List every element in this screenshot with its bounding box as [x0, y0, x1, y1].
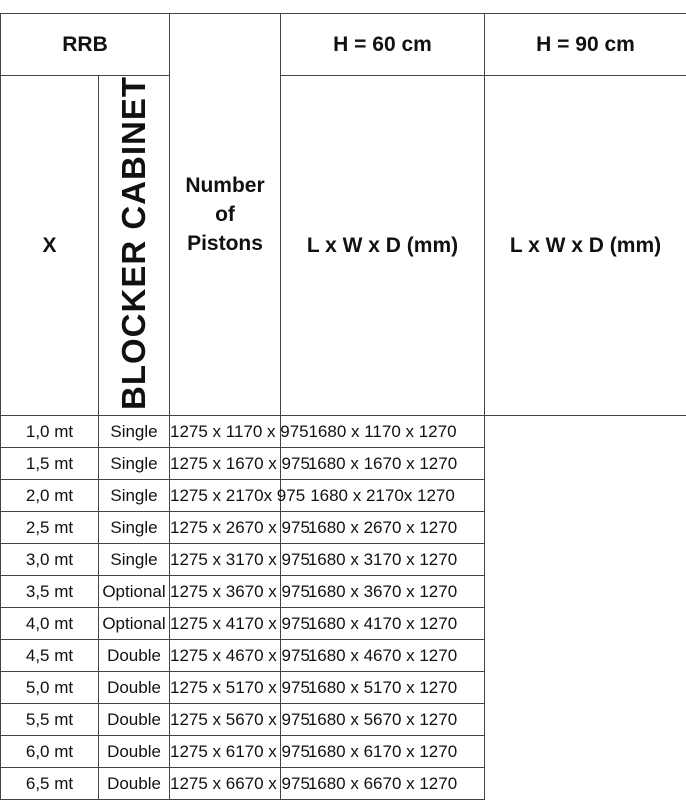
row-h90-cell: 1680 x 3170 x 1270 [281, 544, 485, 576]
header-number-of-pistons: Number of Pistons [170, 14, 281, 416]
row-h90-cell: 1680 x 2170x 1270 [281, 480, 485, 512]
row-h60-cell: 1275 x 5670 x 975 [170, 704, 281, 736]
row-h90-cell: 1680 x 4670 x 1270 [281, 640, 485, 672]
row-x-cell: 1,0 mt [1, 416, 99, 448]
row-h60-cell: 1275 x 3170 x 975 [170, 544, 281, 576]
blocker-cabinet-label: BLOCKER CABINET [114, 76, 154, 410]
row-x-cell: 4,0 mt [1, 608, 99, 640]
row-pistons-cell: Optional [99, 608, 170, 640]
header-dims-90: L x W x D (mm) [485, 76, 686, 416]
row-h60-cell: 1275 x 1170 x 975 [170, 416, 281, 448]
header-pistons-line: of [170, 200, 280, 229]
row-x-cell: 6,5 mt [1, 768, 99, 800]
row-x-cell: 5,0 mt [1, 672, 99, 704]
row-h90-cell: 1680 x 1670 x 1270 [281, 448, 485, 480]
row-x-cell: 2,0 mt [1, 480, 99, 512]
row-pistons-cell: Double [99, 736, 170, 768]
header-x: X [1, 76, 99, 416]
row-x-cell: 3,5 mt [1, 576, 99, 608]
row-x-cell: 3,0 mt [1, 544, 99, 576]
header-dims-60: L x W x D (mm) [281, 76, 485, 416]
row-h60-cell: 1275 x 6170 x 975 [170, 736, 281, 768]
row-h60-cell: 1275 x 3670 x 975 [170, 576, 281, 608]
row-x-cell: 5,5 mt [1, 704, 99, 736]
row-h90-cell: 1680 x 5170 x 1270 [281, 672, 485, 704]
row-h60-cell: 1275 x 5170 x 975 [170, 672, 281, 704]
row-pistons-cell: Optional [99, 576, 170, 608]
row-pistons-cell: Single [99, 544, 170, 576]
row-h60-cell: 1275 x 2670 x 975 [170, 512, 281, 544]
row-x-cell: 2,5 mt [1, 512, 99, 544]
header-h60: H = 60 cm [281, 14, 485, 76]
row-pistons-cell: Single [99, 416, 170, 448]
header-rrb: RRB [1, 14, 170, 76]
row-pistons-cell: Single [99, 480, 170, 512]
row-pistons-cell: Single [99, 448, 170, 480]
row-pistons-cell: Double [99, 672, 170, 704]
row-pistons-cell: Single [99, 512, 170, 544]
blocker-cabinet-label-cell: BLOCKER CABINET [99, 76, 170, 416]
row-h90-cell: 1680 x 5670 x 1270 [281, 704, 485, 736]
row-h60-cell: 1275 x 4670 x 975 [170, 640, 281, 672]
row-h60-cell: 1275 x 6670 x 975 [170, 768, 281, 800]
row-pistons-cell: Double [99, 704, 170, 736]
row-h90-cell: 1680 x 6170 x 1270 [281, 736, 485, 768]
row-x-cell: 1,5 mt [1, 448, 99, 480]
blocker-cabinet-dimensions-table: RRB Number of Pistons H = 60 cm H = 90 c… [0, 13, 686, 800]
header-h90: H = 90 cm [485, 14, 686, 76]
row-h90-cell: 1680 x 1170 x 1270 [281, 416, 485, 448]
header-pistons-line: Pistons [170, 229, 280, 258]
row-h90-cell: 1680 x 3670 x 1270 [281, 576, 485, 608]
row-h60-cell: 1275 x 4170 x 975 [170, 608, 281, 640]
row-pistons-cell: Double [99, 768, 170, 800]
row-x-cell: 4,5 mt [1, 640, 99, 672]
row-h90-cell: 1680 x 6670 x 1270 [281, 768, 485, 800]
header-pistons-line: Number [170, 171, 280, 200]
row-h90-cell: 1680 x 2670 x 1270 [281, 512, 485, 544]
row-h90-cell: 1680 x 4170 x 1270 [281, 608, 485, 640]
row-h60-cell: 1275 x 1670 x 975 [170, 448, 281, 480]
row-h60-cell: 1275 x 2170x 975 [170, 480, 281, 512]
row-pistons-cell: Double [99, 640, 170, 672]
row-x-cell: 6,0 mt [1, 736, 99, 768]
